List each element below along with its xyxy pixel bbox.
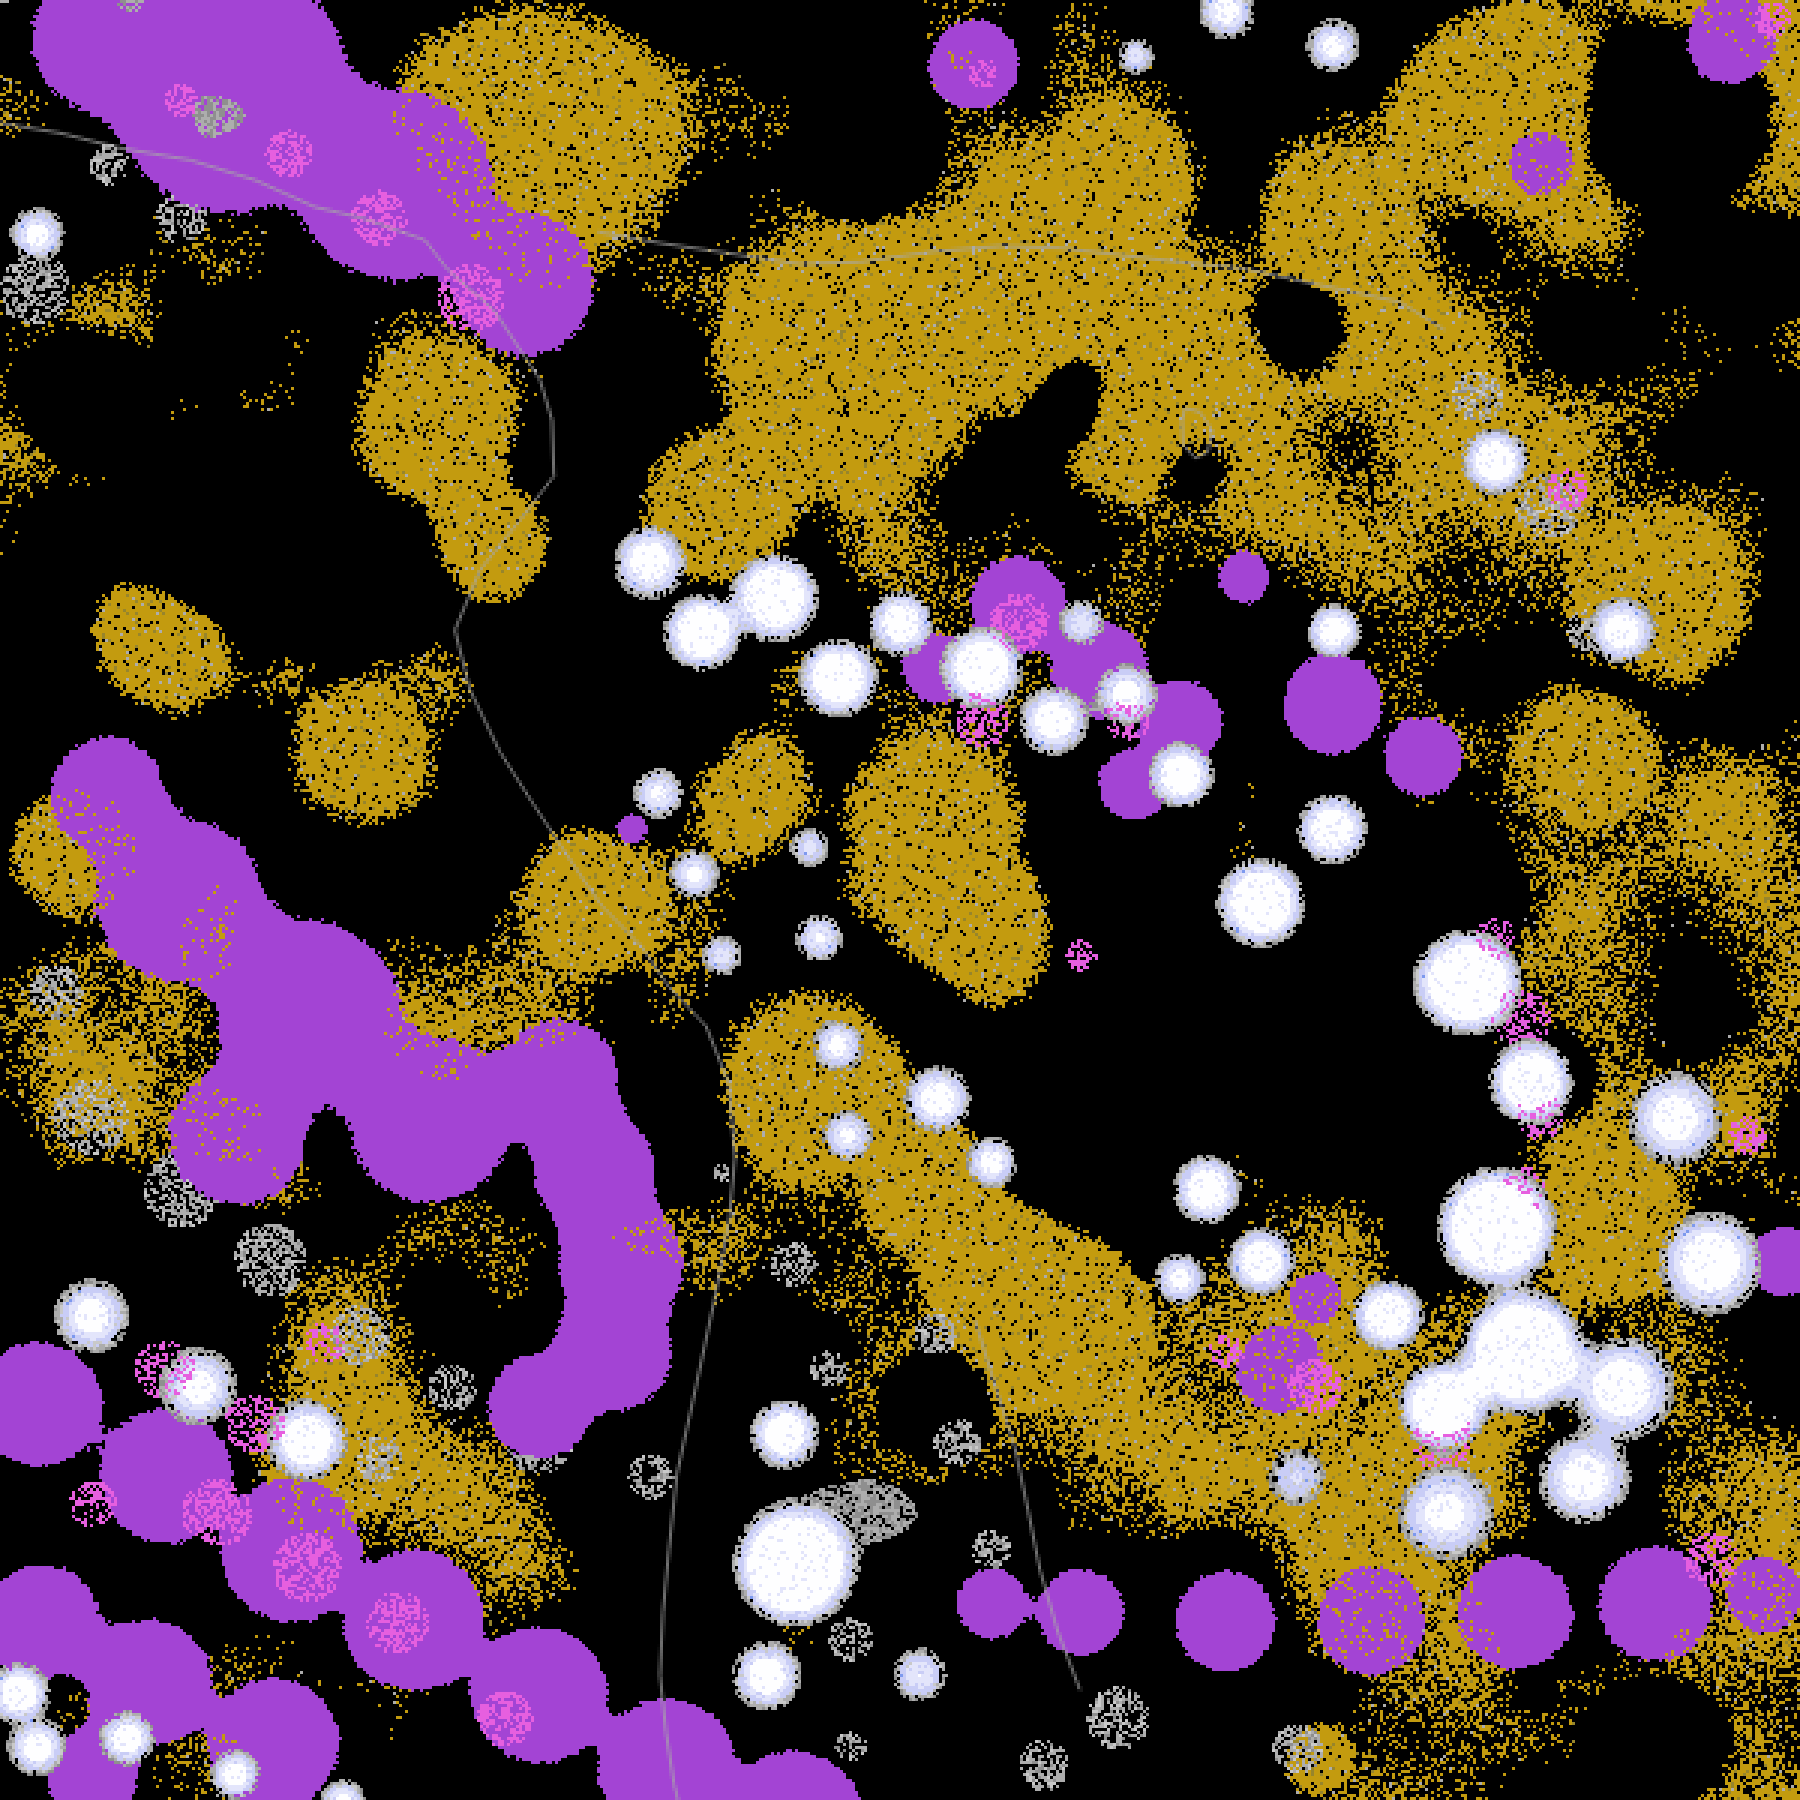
satellite-image-canvas	[0, 0, 1800, 1800]
satellite-view	[0, 0, 1800, 1800]
